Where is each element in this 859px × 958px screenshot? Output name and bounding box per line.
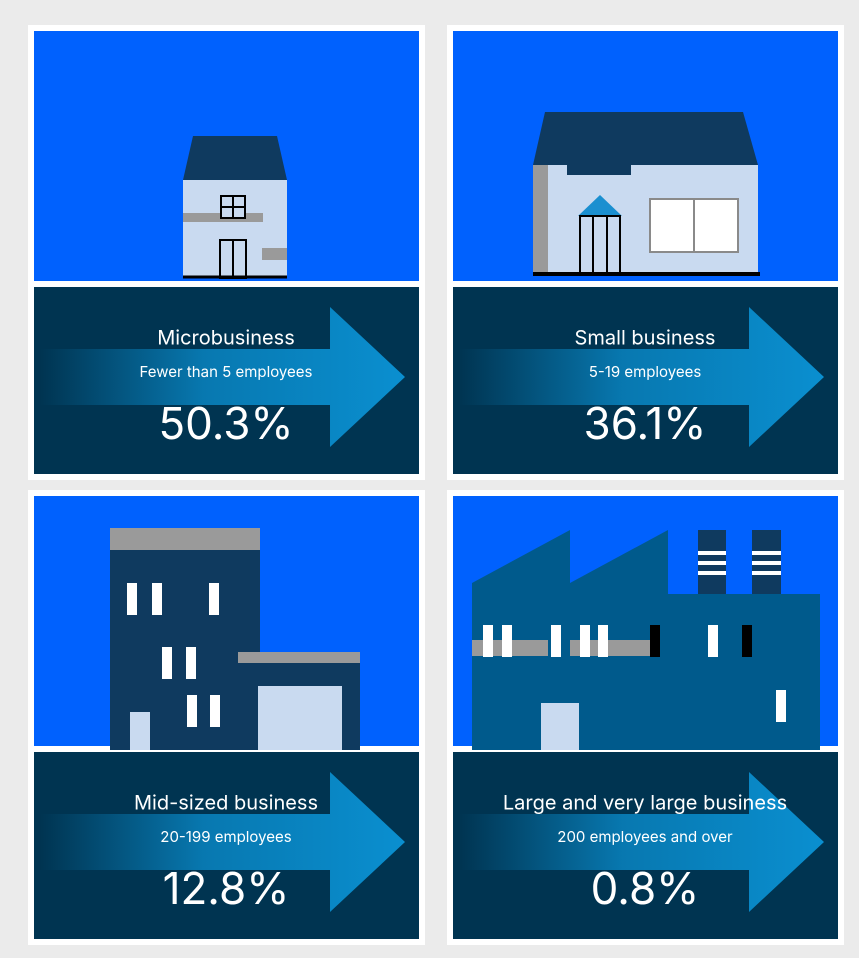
panel-title: Microbusiness — [157, 325, 295, 349]
panel-value: 12.8% — [163, 861, 290, 915]
panel-subtitle: Fewer than 5 employees — [140, 362, 313, 381]
panel-title: Large and very large business — [503, 790, 787, 814]
office-icon — [110, 528, 360, 750]
panel-title: Mid-sized business — [134, 790, 318, 814]
factory-icon — [472, 530, 820, 750]
arrow — [40, 772, 405, 912]
panel-subtitle: 5-19 employees — [589, 362, 702, 381]
panel-subtitle: 200 employees and over — [557, 827, 733, 846]
panel-subtitle: 20-199 employees — [160, 827, 291, 846]
panel-title: Small business — [575, 325, 716, 349]
arrow — [459, 772, 824, 912]
shop-icon — [533, 112, 760, 276]
house-icon — [183, 136, 287, 279]
panel-value: 0.8% — [591, 861, 700, 915]
panel-value: 36.1% — [584, 396, 707, 450]
panel-value: 50.3% — [158, 396, 293, 450]
arrow — [459, 307, 824, 447]
arrow — [40, 307, 405, 447]
